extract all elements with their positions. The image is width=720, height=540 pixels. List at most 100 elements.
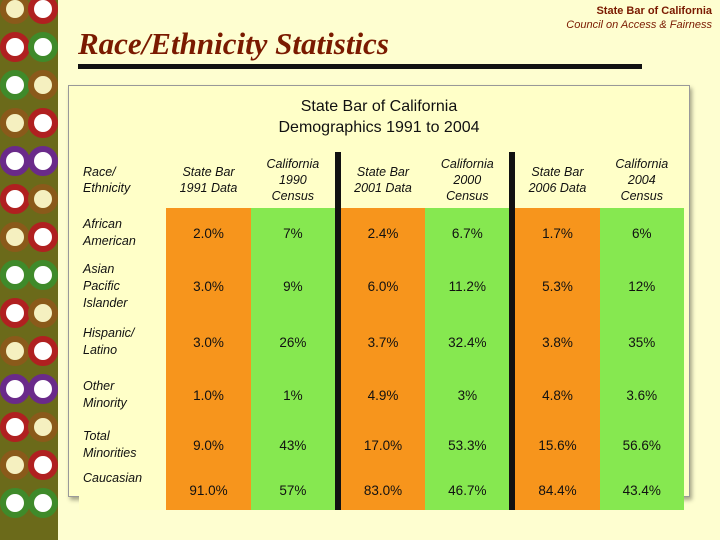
ring-ornament <box>28 450 58 480</box>
column-header-line: 1990 <box>278 173 307 187</box>
row-label: Hispanic/Latino <box>79 314 167 370</box>
ring-ornament <box>28 260 58 290</box>
column-group-divider <box>509 370 516 420</box>
column-group-divider <box>335 258 341 314</box>
table-cell: 35% <box>599 314 684 370</box>
column-group-divider <box>509 208 516 258</box>
ring-ornament <box>0 184 30 214</box>
table-cell: 53.3% <box>425 420 510 470</box>
org-name: State Bar of California <box>596 5 712 17</box>
panel-heading-line1: State Bar of California <box>300 98 458 115</box>
ring-ornament <box>0 108 30 138</box>
row-label-line: Caucasian <box>83 471 143 485</box>
table-cell: 3.8% <box>515 314 600 370</box>
table-cell: 26% <box>250 314 336 370</box>
ring-ornament <box>0 222 30 252</box>
ring-ornament <box>0 32 30 62</box>
demographics-panel: State Bar of California Demographics 199… <box>68 85 690 510</box>
table-cell: 9% <box>250 258 336 314</box>
ring-ornament <box>28 298 58 328</box>
ring-ornament <box>0 0 30 24</box>
column-header-line: California <box>440 157 494 171</box>
ring-ornament <box>0 260 30 290</box>
column-header-line: California <box>615 157 669 171</box>
ring-ornament <box>0 70 30 100</box>
column-header-label: Race/Ethnicity <box>79 152 167 208</box>
column-group-divider <box>509 470 516 510</box>
table-cell: 6% <box>599 208 684 258</box>
row-label-line: Hispanic/ <box>83 326 135 340</box>
ring-ornament <box>28 0 58 24</box>
column-group-divider <box>335 370 341 420</box>
table-cell: 15.6% <box>515 420 600 470</box>
header-org-block: State Bar of California Council on Acces… <box>566 4 712 32</box>
column-group-divider <box>509 152 516 208</box>
table-cell: 1.0% <box>166 370 251 420</box>
table-row: Caucasian 91.0% 57% 83.0% 46.7% 84.4% 43.4% <box>79 470 684 510</box>
column-group-divider <box>335 208 341 258</box>
column-header: California 2004 Census <box>599 152 684 208</box>
table-cell: 12% <box>599 258 684 314</box>
table-cell: 3.0% <box>166 314 251 370</box>
table-cell: 83.0% <box>340 470 426 510</box>
column-group-divider <box>509 420 516 470</box>
ring-ornament <box>0 412 30 442</box>
column-group-divider <box>509 314 516 370</box>
ring-ornament <box>0 374 30 404</box>
table-cell: 11.2% <box>425 258 510 314</box>
ring-ornament <box>28 374 58 404</box>
row-label-line: Asian <box>83 261 115 276</box>
ring-ornament <box>0 488 30 518</box>
ring-ornament <box>28 146 58 176</box>
page-title: Race/Ethnicity Statistics <box>78 26 389 61</box>
ring-ornament <box>0 146 30 176</box>
table-cell: 7% <box>250 208 336 258</box>
table-row: Total Minorities 9.0% 43% 17.0% 53.3% 15.6% 56.… <box>79 420 684 470</box>
ring-ornament <box>28 70 58 100</box>
column-header: State Bar 1991 Data <box>166 152 251 208</box>
column-header-line: Census <box>620 189 663 203</box>
ring-ornament <box>28 222 58 252</box>
column-header-line: Race/ <box>83 165 116 179</box>
column-group-divider <box>335 152 341 208</box>
ring-ornament <box>28 32 58 62</box>
ring-ornament <box>0 298 30 328</box>
column-header-line: Census <box>271 189 315 203</box>
table-cell: 91.0% <box>166 470 251 510</box>
ring-ornament <box>28 184 58 214</box>
column-group-divider <box>335 314 341 370</box>
panel-heading: State Bar of California Demographics 199… <box>69 86 689 148</box>
column-header: California 2000 Census <box>425 152 510 208</box>
table-cell: 4.8% <box>515 370 600 420</box>
table-cell: 6.7% <box>425 208 510 258</box>
table-cell: 56.6% <box>599 420 684 470</box>
demographics-table: Race/Ethnicity State Bar 1991 Data Californ… <box>79 152 684 510</box>
column-header-line: State Bar <box>356 165 410 179</box>
row-label: Total Minorities <box>79 420 167 470</box>
table-row: Hispanic/Latino 3.0% 26% 3.7% 32.4% 3.8% 35% <box>79 314 684 370</box>
column-header-line: 2001 Data <box>354 181 412 195</box>
column-header-line: Ethnicity <box>83 181 131 195</box>
table-cell: 3.6% <box>599 370 684 420</box>
column-header-line: Census <box>446 189 489 203</box>
column-header-line: 2006 Data <box>528 181 587 195</box>
table-cell: 46.7% <box>425 470 510 510</box>
table-cell: 17.0% <box>340 420 426 470</box>
table-cell: 84.4% <box>515 470 600 510</box>
ring-ornament <box>0 450 30 480</box>
ring-column-left <box>0 0 30 526</box>
column-header: California 1990 Census <box>250 152 336 208</box>
table-cell: 5.3% <box>515 258 600 314</box>
row-label: African American <box>79 208 167 258</box>
row-label-line: Latino <box>83 343 118 357</box>
row-label-line: Pacific <box>83 278 120 293</box>
table-cell: 3.7% <box>340 314 426 370</box>
column-group-divider <box>509 258 516 314</box>
column-header-line: State Bar <box>182 165 235 179</box>
column-header-line: 2000 <box>453 173 482 187</box>
table-cell: 43% <box>250 420 336 470</box>
title-underline <box>78 64 642 69</box>
decorative-ring-strip <box>0 0 58 540</box>
column-header-line: 1991 Data <box>179 181 238 195</box>
row-label-line: Islander <box>83 295 128 310</box>
